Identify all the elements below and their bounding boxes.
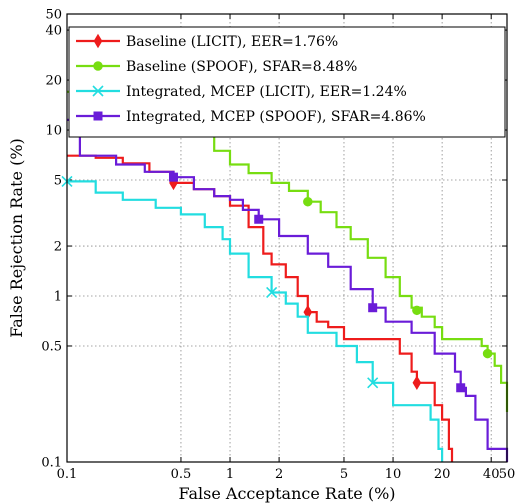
series-1 [67, 154, 454, 462]
y-tick-label: 20 [45, 74, 62, 89]
y-tick-label: 50 [45, 8, 62, 23]
x-tick-label: 20 [434, 467, 451, 482]
y-tick-label: 40 [45, 24, 62, 39]
x-tick-label: 5 [340, 467, 348, 482]
square-marker [368, 303, 378, 313]
diamond-marker [93, 33, 103, 49]
square-marker [168, 172, 178, 182]
x-marker [266, 286, 278, 299]
square-marker [254, 214, 264, 224]
series-lines [61, 90, 509, 462]
y-tick-label: 0.5 [41, 339, 62, 354]
legend-item: Integrated, MCEP (LICIT), EER=1.24% [76, 84, 407, 100]
series-line [67, 90, 509, 412]
x-tick-label: 50 [499, 467, 516, 482]
legend-item: Baseline (SPOOF), SFAR=8.48% [76, 59, 357, 75]
x-tick-label: 2 [275, 467, 283, 482]
circle-marker [412, 305, 422, 316]
diamond-marker [412, 375, 422, 391]
y-axis-label: False Rejection Rate (%) [7, 138, 26, 338]
y-tick-label: 1 [54, 290, 62, 305]
legend-label: Integrated, MCEP (LICIT), EER=1.24% [126, 84, 407, 100]
x-marker [367, 377, 379, 389]
square-marker [456, 383, 466, 393]
circle-marker [303, 196, 313, 207]
legend: Baseline (LICIT), EER=1.76% Baseline (SPO… [68, 26, 506, 138]
legend-item: Integrated, MCEP (SPOOF), SFAR=4.86% [76, 109, 426, 125]
legend-label: Baseline (LICIT), EER=1.76% [126, 34, 338, 50]
series-2 [67, 90, 509, 412]
x-tick-label: 0.1 [57, 467, 78, 482]
y-tick-label: 2 [54, 240, 62, 255]
legend-box [68, 26, 506, 138]
legend-label: Baseline (SPOOF), SFAR=8.48% [126, 59, 357, 75]
x-axis-label: False Acceptance Rate (%) [178, 484, 395, 503]
circle-marker [93, 61, 103, 71]
series-line [67, 154, 454, 462]
plot-frame [66, 13, 508, 463]
y-tick-label: 5 [54, 173, 62, 188]
x-tick-label: 1 [226, 467, 234, 482]
x-tick-label: 40 [483, 467, 500, 482]
circle-marker [482, 348, 493, 359]
series-line [67, 180, 444, 462]
x-tick-label: 0.5 [171, 467, 192, 482]
legend-label: Integrated, MCEP (SPOOF), SFAR=4.86% [126, 109, 426, 125]
legend-item: Baseline (LICIT), EER=1.76% [76, 33, 338, 50]
x-ticks: 0.1 0.5 1 2 5 10 20 40 50 [57, 14, 516, 482]
y-tick-label: 0.1 [41, 456, 62, 471]
x-marker [92, 85, 104, 97]
y-tick-label: 10 [45, 124, 62, 139]
square-marker [93, 111, 103, 121]
x-tick-label: 10 [385, 467, 402, 482]
